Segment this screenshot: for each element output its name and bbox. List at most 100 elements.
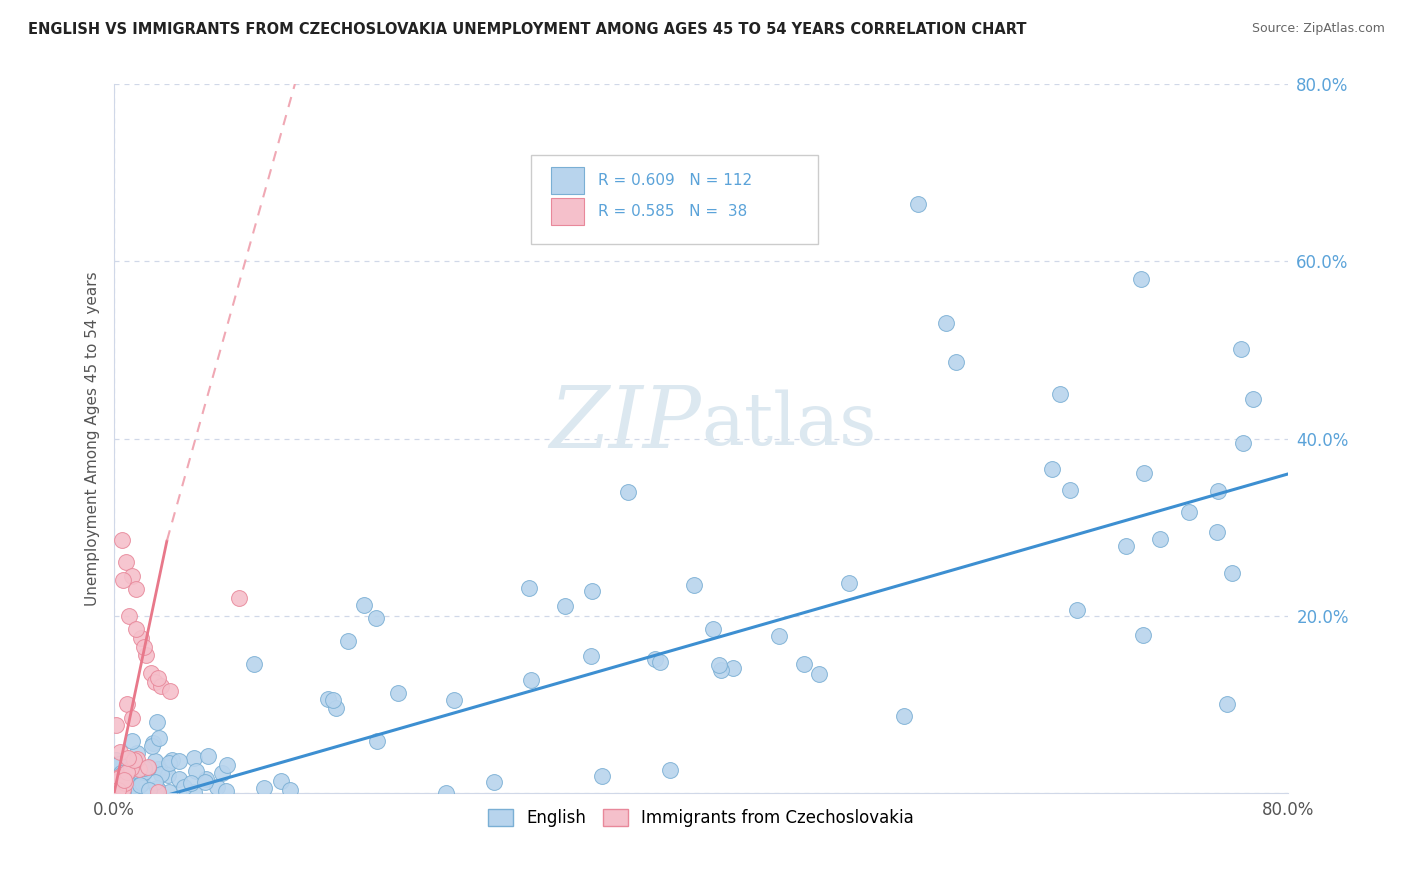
Point <box>132 640 155 654</box>
Point <box>322 693 344 707</box>
Point <box>146 715 169 730</box>
Point <box>702 622 724 636</box>
Point <box>125 582 148 596</box>
Point <box>150 680 173 694</box>
Point <box>167 772 190 786</box>
Point <box>107 783 129 797</box>
Point <box>148 763 170 777</box>
Point <box>325 700 347 714</box>
Point <box>142 736 165 750</box>
Point <box>111 769 134 783</box>
Point <box>107 784 129 798</box>
Point <box>793 657 815 671</box>
Point <box>111 775 134 789</box>
Point <box>183 784 205 798</box>
Point <box>579 649 602 664</box>
Point <box>104 775 127 789</box>
Point <box>1149 532 1171 546</box>
Point <box>554 599 576 613</box>
Text: R = 0.609   N = 112: R = 0.609 N = 112 <box>598 172 752 187</box>
Point <box>120 779 142 793</box>
Point <box>110 768 132 782</box>
Point <box>127 752 149 766</box>
Point <box>105 781 128 796</box>
Point <box>132 761 155 775</box>
Point <box>129 764 152 779</box>
Point <box>112 784 135 798</box>
Point <box>136 761 159 775</box>
Point <box>336 634 359 648</box>
Point <box>710 663 733 677</box>
Point <box>118 608 141 623</box>
Point <box>517 581 540 595</box>
Point <box>121 734 143 748</box>
Point <box>197 749 219 764</box>
Point <box>243 657 266 672</box>
Point <box>186 764 208 778</box>
Point <box>1040 462 1063 476</box>
FancyBboxPatch shape <box>551 167 583 194</box>
Point <box>709 658 731 673</box>
Point <box>1066 603 1088 617</box>
Point <box>111 573 134 587</box>
Point <box>105 784 128 798</box>
Point <box>893 709 915 723</box>
Point <box>149 767 172 781</box>
Point <box>110 773 132 788</box>
Point <box>1205 525 1227 540</box>
Point <box>115 556 138 570</box>
Point <box>723 661 745 675</box>
Point <box>318 691 340 706</box>
Point <box>114 775 136 789</box>
Point <box>148 785 170 799</box>
Text: atlas: atlas <box>702 389 876 459</box>
Point <box>120 761 142 775</box>
FancyBboxPatch shape <box>551 198 583 226</box>
Point <box>111 779 134 793</box>
Point <box>215 783 238 797</box>
Point <box>443 693 465 707</box>
Point <box>111 779 134 793</box>
Point <box>129 631 152 645</box>
Point <box>353 598 375 612</box>
Point <box>104 774 127 789</box>
Point <box>366 611 388 625</box>
Point <box>112 773 135 788</box>
Point <box>136 760 159 774</box>
Point <box>935 317 957 331</box>
Point <box>644 652 666 666</box>
Point <box>141 739 163 753</box>
Point <box>104 718 127 732</box>
Point <box>387 685 409 699</box>
Legend: English, Immigrants from Czechoslovakia: English, Immigrants from Czechoslovakia <box>481 803 921 834</box>
Point <box>131 776 153 790</box>
Point <box>617 485 640 500</box>
Point <box>138 783 160 797</box>
Point <box>114 774 136 789</box>
Point <box>107 780 129 794</box>
Point <box>135 648 157 663</box>
Point <box>110 533 132 548</box>
Point <box>1232 435 1254 450</box>
Text: Source: ZipAtlas.com: Source: ZipAtlas.com <box>1251 22 1385 36</box>
Point <box>125 746 148 760</box>
Point <box>110 765 132 780</box>
Point <box>108 771 131 785</box>
Point <box>160 753 183 767</box>
Point <box>107 777 129 791</box>
Point <box>658 763 681 777</box>
Point <box>211 765 233 780</box>
Point <box>683 578 706 592</box>
Point <box>1049 387 1071 401</box>
Point <box>215 758 238 772</box>
Point <box>169 755 191 769</box>
Point <box>105 753 128 767</box>
Point <box>121 568 143 582</box>
Point <box>1178 505 1201 519</box>
Point <box>1215 697 1237 711</box>
Point <box>134 764 156 779</box>
Point <box>253 780 276 795</box>
Text: ENGLISH VS IMMIGRANTS FROM CZECHOSLOVAKIA UNEMPLOYMENT AMONG AGES 45 TO 54 YEARS: ENGLISH VS IMMIGRANTS FROM CZECHOSLOVAKI… <box>28 22 1026 37</box>
Text: ZIP: ZIP <box>550 383 702 466</box>
Point <box>1132 628 1154 642</box>
